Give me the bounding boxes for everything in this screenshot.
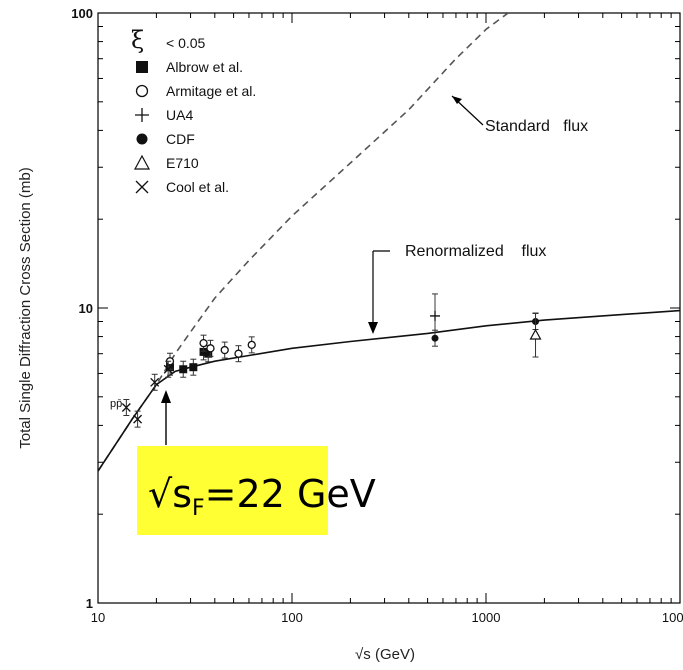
callout-value: =22 GeV <box>205 472 376 516</box>
y-axis-title: Total Single Diffraction Cross Section (… <box>17 167 34 449</box>
marker-cross <box>135 180 149 194</box>
marker-filled-square <box>179 365 188 374</box>
callout-sqrt-s: √s <box>148 472 192 516</box>
legend: ξ < 0.05 Albrow et al. Armitage et al. UA4… <box>131 26 256 195</box>
x-tick-label: 10 <box>91 610 105 625</box>
marker-cross <box>163 364 173 374</box>
marker-open-triangle <box>133 154 151 170</box>
renormalized-flux-label: Renormalized flux <box>405 243 546 260</box>
pp-label: pp̄ <box>110 398 122 410</box>
data-markers <box>121 293 542 428</box>
marker-open-circle <box>135 84 149 98</box>
marker-plus <box>430 310 441 321</box>
callout-box <box>137 446 328 535</box>
y-tick-label: 1 <box>86 596 93 611</box>
x-tick-label: 100 <box>281 610 303 625</box>
legend-label: UA4 <box>166 107 193 123</box>
standard-flux-label: Standard flux <box>485 118 588 135</box>
legend-label: E710 <box>166 155 199 171</box>
marker-open-circle <box>220 345 229 355</box>
marker-cross <box>133 414 143 424</box>
marker-filled-square <box>136 61 148 73</box>
x-tick-label: 1000 <box>472 610 501 625</box>
marker-open-circle <box>234 349 243 358</box>
y-tick-label: 10 <box>79 301 93 316</box>
marker-open-circle <box>206 344 215 353</box>
x-tick-label: 10000 <box>662 610 683 625</box>
x-axis-title: √s (GeV) <box>355 646 415 663</box>
callout-text: √sF=22 GeV <box>148 472 376 521</box>
marker-filled-square <box>204 349 213 358</box>
y-tick-label: 100 <box>71 6 93 21</box>
marker-open-circle <box>199 339 208 348</box>
marker-filled-circle <box>136 133 148 145</box>
legend-xi-symbol: ξ <box>131 26 144 54</box>
marker-plus <box>135 108 149 122</box>
flux-curves <box>98 13 680 472</box>
marker-open-circle <box>247 340 256 350</box>
marker-open-triangle <box>529 328 542 340</box>
sf-arrowhead <box>161 390 171 403</box>
marker-filled-square <box>189 363 198 372</box>
legend-label: Albrow et al. <box>166 59 243 75</box>
legend-xi-condition: < 0.05 <box>166 35 206 51</box>
renormalized-flux-arrowhead <box>368 322 378 334</box>
annotations: Standard flux Renormalized flux pp̄ <box>110 95 588 445</box>
standard-flux-arrowhead <box>452 96 462 104</box>
callout-subscript: F <box>192 496 205 521</box>
energy-callout: √sF=22 GeV <box>137 446 376 535</box>
tick-labels: 10100100010000110100 <box>71 6 683 625</box>
marker-filled-circle <box>431 334 439 342</box>
marker-filled-square <box>199 347 208 356</box>
marker-cross <box>121 403 131 412</box>
axis-ticks <box>97 13 680 604</box>
legend-label: Cool et al. <box>166 179 229 195</box>
marker-cross <box>150 377 160 387</box>
legend-label: Armitage et al. <box>166 83 256 99</box>
legend-label: CDF <box>166 131 195 147</box>
